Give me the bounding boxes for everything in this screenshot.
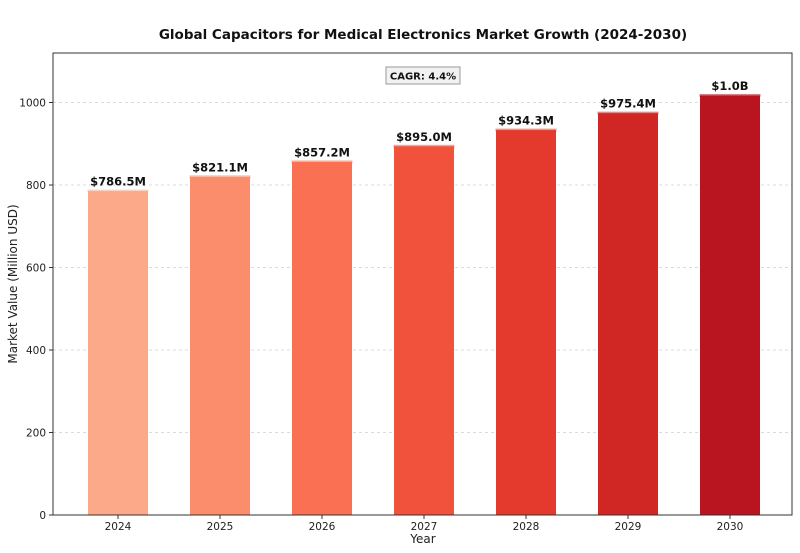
- y-axis-label: Market Value (Million USD): [6, 204, 20, 363]
- bar-cap-2030: [699, 93, 761, 97]
- bars: [87, 93, 761, 516]
- bar-2025: [189, 175, 251, 516]
- x-axis-ticks: 2024 2025 2026 2027 2028 2029 2030: [105, 515, 744, 533]
- bar-2029: [597, 112, 659, 516]
- bar-2028: [495, 129, 557, 516]
- bar-2027: [393, 145, 455, 516]
- bar-2024: [87, 190, 149, 516]
- bar-cap-2028: [495, 128, 557, 132]
- x-tick-label: 2029: [615, 521, 642, 533]
- x-tick-label: 2028: [513, 521, 540, 533]
- bar-2030: [699, 94, 761, 516]
- bar-cap-2024: [87, 189, 149, 193]
- x-tick-label: 2030: [717, 521, 744, 533]
- y-tick-label: 400: [26, 345, 46, 357]
- data-labels: $786.5M $821.1M $857.2M $895.0M $934.3M $975.…: [90, 79, 748, 189]
- cagr-annotation-text: CAGR: 4.4%: [390, 72, 456, 83]
- y-tick-label: 600: [26, 262, 46, 274]
- y-tick-label: 200: [26, 427, 46, 439]
- x-tick-label: 2027: [411, 521, 438, 533]
- y-tick-label: 0: [39, 510, 46, 522]
- data-label-2029: $975.4M: [600, 97, 656, 111]
- plot-frame: [52, 52, 793, 516]
- x-tick-label: 2024: [105, 521, 132, 533]
- data-label-2027: $895.0M: [396, 130, 452, 144]
- data-label-2026: $857.2M: [294, 145, 350, 159]
- bar-cap-2026: [291, 160, 353, 164]
- data-label-2025: $821.1M: [192, 160, 248, 174]
- data-label-2030: $1.0B: [711, 79, 748, 93]
- bar-2026: [291, 160, 353, 516]
- bar-cap-2025: [189, 175, 251, 179]
- y-axis-ticks: 0 200 400 600 800 1000: [19, 97, 53, 522]
- x-tick-label: 2025: [207, 521, 234, 533]
- cagr-annotation-box: [385, 66, 461, 85]
- y-tick-label: 800: [26, 180, 46, 192]
- data-label-2028: $934.3M: [498, 114, 554, 128]
- cagr-annotation: CAGR: 4.4%: [385, 66, 461, 85]
- chart-title: Global Capacitors for Medical Electronic…: [159, 27, 687, 43]
- x-axis-label: Year: [409, 532, 435, 546]
- bar-cap-2027: [393, 144, 455, 148]
- bar-cap-2029: [597, 111, 659, 115]
- data-label-2024: $786.5M: [90, 175, 146, 189]
- x-tick-label: 2026: [309, 521, 336, 533]
- y-tick-label: 1000: [19, 97, 46, 109]
